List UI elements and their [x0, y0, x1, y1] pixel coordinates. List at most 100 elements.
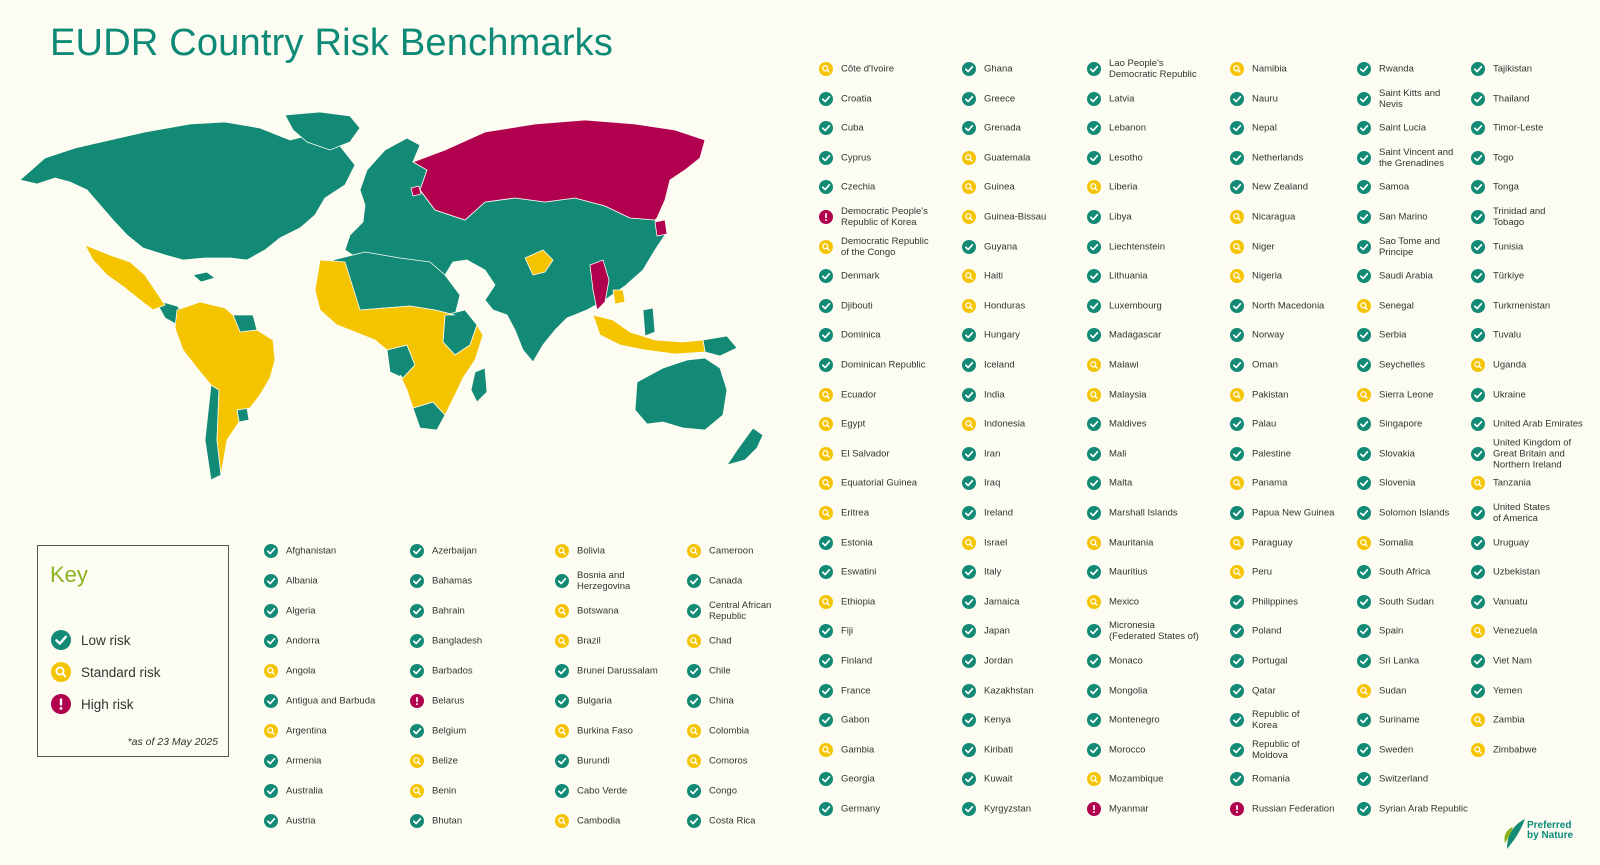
search-icon [819, 742, 833, 757]
search-icon [1230, 62, 1244, 76]
check-icon [1230, 298, 1244, 313]
country-name: Cambodia [577, 815, 621, 827]
country-name: Cameroon [709, 545, 754, 557]
country-name: Palau [1252, 418, 1277, 430]
country-name: Armenia [286, 755, 322, 767]
search-icon [555, 604, 569, 618]
country-name: Madagascar [1109, 329, 1162, 341]
country-name: Paraguay [1252, 537, 1293, 549]
preferred-by-nature-logo: Preferred by Nature [1503, 815, 1591, 855]
check-icon [264, 814, 278, 828]
check-icon [962, 387, 976, 402]
country-name: El Salvador [841, 448, 890, 460]
country-name: Chile [709, 665, 731, 677]
check-icon [1230, 654, 1244, 668]
search-icon [962, 269, 976, 284]
country-name: Uganda [1493, 359, 1527, 371]
legend-box: Key Low risk Standard risk High risk *as… [37, 545, 229, 757]
country-name: Marshall Islands [1109, 507, 1178, 519]
country-name: Sierra Leone [1379, 389, 1434, 401]
check-icon [962, 742, 976, 757]
check-icon [962, 121, 976, 136]
country-name: Mozambique [1109, 773, 1164, 785]
check-icon [51, 630, 71, 650]
country-name: Jordan [984, 655, 1014, 667]
country-name: Guinea [984, 181, 1015, 193]
country-name: Kuwait [984, 773, 1013, 785]
check-icon [1471, 417, 1485, 432]
search-icon [555, 634, 569, 648]
search-icon [264, 664, 278, 678]
legend-label-low: Low risk [81, 632, 131, 648]
country-name: Iceland [984, 359, 1015, 371]
check-icon [819, 802, 833, 816]
check-icon [1357, 180, 1371, 195]
country-name: Bahrain [432, 605, 465, 617]
check-icon [687, 814, 701, 828]
search-icon [264, 724, 278, 738]
check-icon [1471, 150, 1485, 165]
check-icon [1471, 683, 1485, 698]
country-name: Chad [709, 635, 732, 647]
country-name: Slovenia [1379, 477, 1416, 489]
country-name: Monaco [1109, 655, 1143, 667]
check-icon [819, 535, 833, 550]
check-icon [410, 814, 424, 828]
country-name: Nicaragua [1252, 211, 1296, 223]
check-icon [1087, 298, 1101, 313]
check-icon [410, 604, 424, 618]
exclamation-icon [1230, 802, 1244, 816]
country-name: Micronesia (Federated States of) [1109, 620, 1199, 643]
search-icon [687, 544, 701, 558]
check-icon [819, 180, 833, 195]
search-icon [555, 814, 569, 828]
country-name: Mali [1109, 448, 1127, 460]
check-icon [962, 802, 976, 816]
check-icon [1471, 328, 1485, 343]
country-name: Egypt [841, 418, 866, 430]
mexico-standard [84, 244, 166, 311]
country-name: Zambia [1493, 714, 1525, 726]
country-name: Burkina Faso [577, 725, 633, 737]
search-icon [819, 62, 833, 76]
check-icon [1230, 713, 1244, 728]
check-icon [1087, 121, 1101, 136]
country-name: Myanmar [1109, 803, 1149, 815]
country-name: Barbados [432, 665, 473, 677]
country-name: Philippines [1252, 596, 1298, 608]
country-name: Congo [709, 785, 737, 797]
country-name: Netherlands [1252, 152, 1304, 164]
check-icon [819, 654, 833, 668]
country-name: Tonga [1493, 181, 1519, 193]
philippines-low [642, 307, 656, 337]
country-name: Qatar [1252, 685, 1276, 697]
country-name: Bulgaria [577, 695, 612, 707]
country-name: Mauritania [1109, 537, 1154, 549]
check-icon [1357, 506, 1371, 520]
low-risk-regions [19, 111, 764, 481]
check-icon [1471, 654, 1485, 668]
check-icon [819, 328, 833, 343]
search-icon [819, 387, 833, 402]
check-icon [1357, 446, 1371, 461]
check-icon [1357, 713, 1371, 728]
search-icon [1471, 742, 1485, 757]
check-icon [687, 604, 701, 618]
greenland-low [284, 111, 361, 151]
country-name: Montenegro [1109, 714, 1160, 726]
exclamation-icon [819, 210, 833, 224]
search-icon [1087, 358, 1101, 372]
country-name: Albania [286, 575, 318, 587]
search-icon [1230, 387, 1244, 402]
country-name: Malaysia [1109, 389, 1147, 401]
country-name: Slovakia [1379, 448, 1415, 460]
check-icon [1357, 624, 1371, 639]
check-icon [1087, 506, 1101, 520]
country-name: Viet Nam [1493, 655, 1532, 667]
country-name: Gambia [841, 744, 875, 756]
search-icon [1471, 624, 1485, 639]
check-icon [1087, 239, 1101, 254]
country-name: San Marino [1379, 211, 1428, 223]
check-icon [1357, 62, 1371, 76]
country-name: Russian Federation [1252, 803, 1335, 815]
